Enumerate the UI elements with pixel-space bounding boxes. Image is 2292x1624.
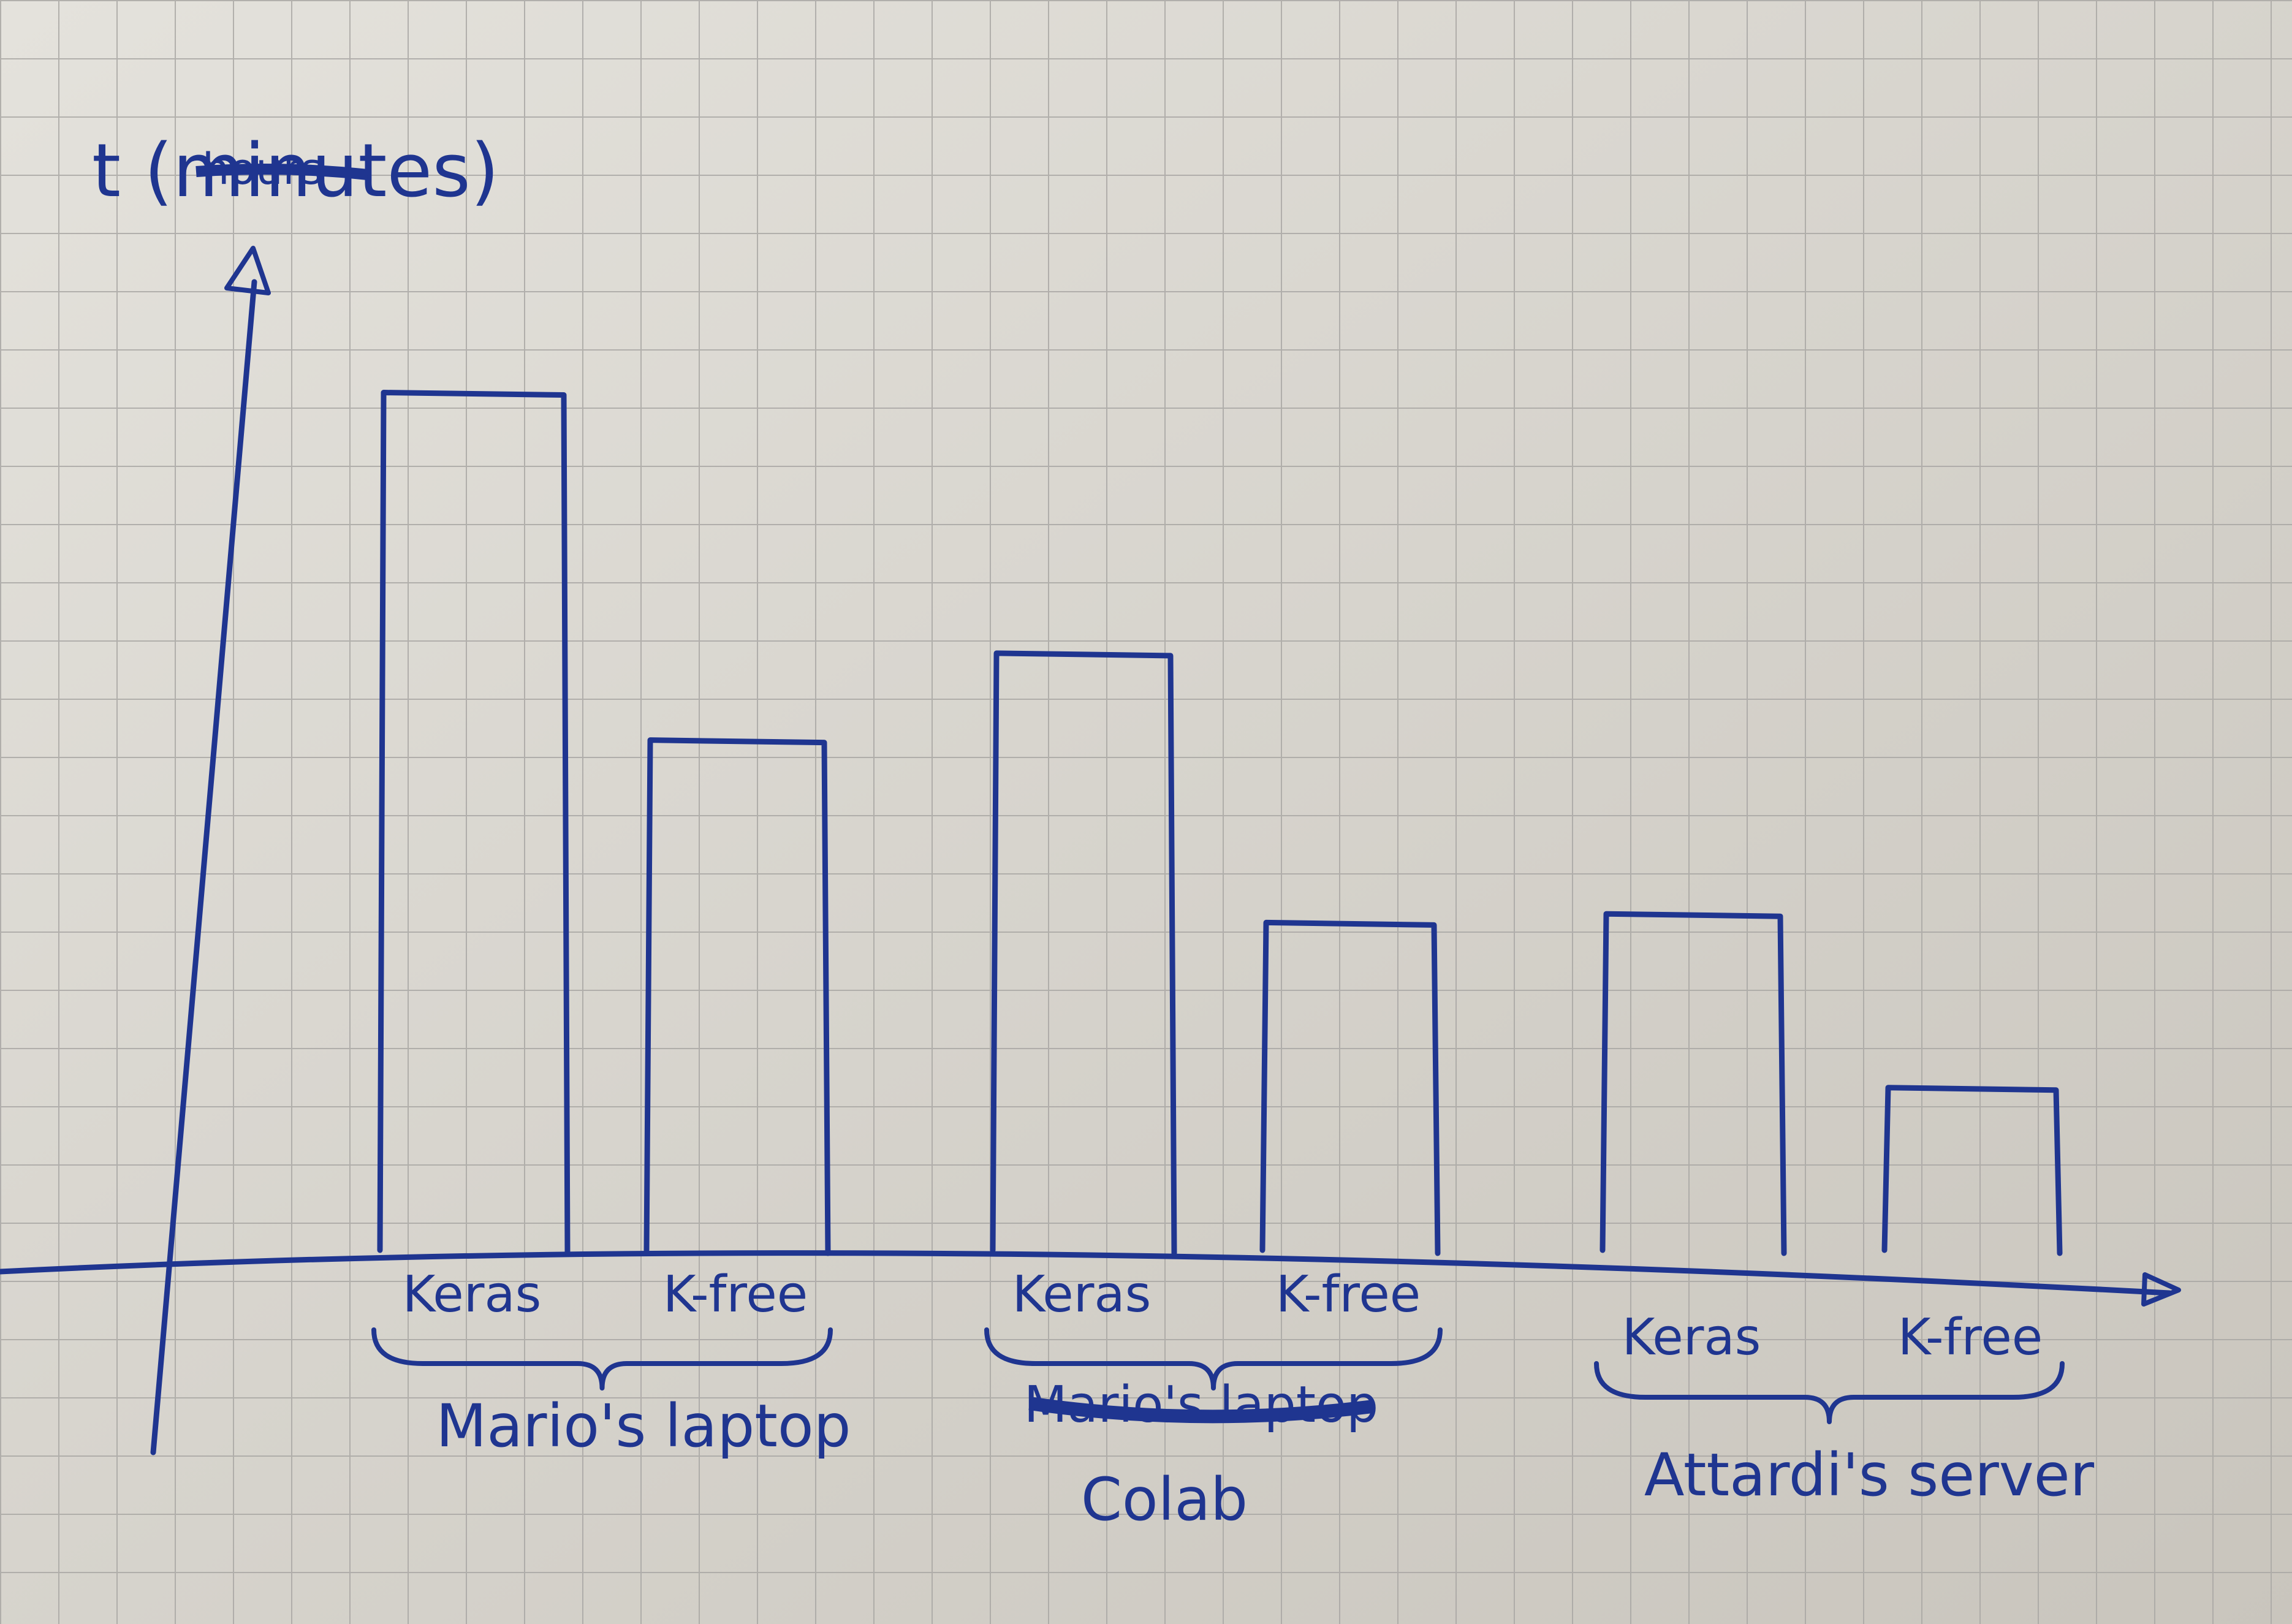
- x-axis: [0, 1250, 2172, 1296]
- bar-5: [1599, 911, 1787, 1256]
- plot-area: [0, 246, 2181, 1455]
- x-tick-label-4: K-free: [1276, 1265, 1421, 1324]
- group-label-1: Mario's laptop: [436, 1392, 851, 1460]
- group-braces: [371, 1327, 2065, 1424]
- group-brace-3: [1594, 1361, 2065, 1424]
- group-label-2: Colab: [1081, 1465, 1248, 1534]
- y-axis: [150, 279, 257, 1455]
- x-tick-label-3: Keras: [1012, 1265, 1152, 1324]
- bar-6: [1881, 1085, 2063, 1256]
- bars: [377, 390, 2063, 1256]
- y-axis-arrowhead: [224, 246, 271, 295]
- group-label-3: Attardi's server: [1644, 1441, 2095, 1509]
- x-axis-arrowhead: [2141, 1272, 2181, 1307]
- group-brace-1: [371, 1327, 833, 1391]
- strike-through-scribble: [1028, 1397, 1374, 1424]
- x-tick-label-5: Keras: [1622, 1308, 1761, 1367]
- bar-4: [1259, 919, 1441, 1256]
- x-tick-label-1: Keras: [403, 1265, 542, 1324]
- group-brace-2: [984, 1327, 1443, 1391]
- x-tick-label-6: K-free: [1898, 1308, 2043, 1367]
- y-axis-struck-label: hours: [195, 144, 368, 194]
- x-tick-label-2: K-free: [663, 1265, 808, 1324]
- bar-3: [990, 650, 1177, 1256]
- bar-1: [377, 390, 571, 1256]
- x-tick-labels: Keras K-free Keras K-free Keras K-free: [403, 1265, 2043, 1367]
- unit-strike-scribble: [195, 164, 368, 180]
- bar-2: [643, 737, 831, 1256]
